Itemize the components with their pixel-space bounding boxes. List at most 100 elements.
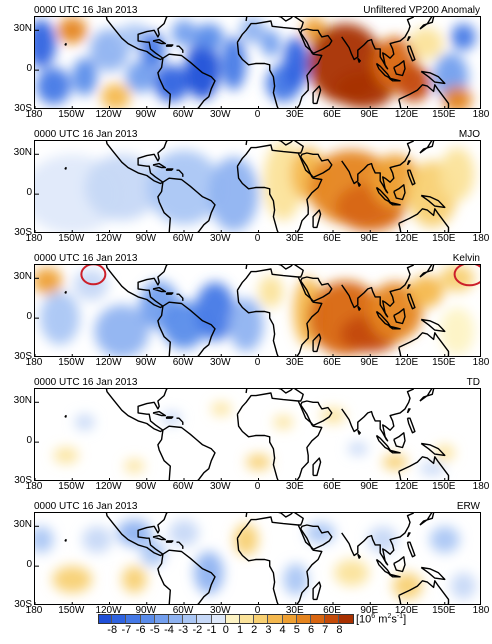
coastline [341,17,414,70]
coastline [341,513,414,566]
map-frame [34,140,481,233]
coastline [406,284,411,290]
colorbar-segment [183,614,198,624]
anomaly-shading [35,17,476,108]
colorbar-tick-label: 3 [265,624,272,636]
anomaly-region [52,566,93,593]
anomaly-region [246,454,271,471]
colorbar-tick-label: -1 [206,624,217,636]
colorbar-tick-label: -8 [107,624,118,636]
lon-label: 30E [285,605,304,616]
coastline [406,36,411,42]
lon-label: 30W [209,109,231,120]
anomaly-region [419,462,445,476]
colorbar-segment [211,614,226,624]
anomaly-region [367,526,398,553]
lat-label: 0 [26,63,32,75]
coastline [64,42,67,46]
coastline [420,318,446,333]
lat-label: 0 [26,435,32,447]
lon-label: 180 [25,233,43,244]
lon-label: 150E [432,233,456,244]
colorbar-tick-label: 1 [236,624,244,636]
lon-label: 120W [95,233,122,244]
lon-label: 150W [58,233,85,244]
coastline [393,556,406,573]
colorbar-segment [254,614,269,624]
lon-label: 150E [432,109,456,120]
panel-field-title: Unfiltered VP200 Anomaly [363,5,480,16]
anomaly-region [305,522,336,544]
anomaly-region [35,267,63,295]
anomaly-region [53,447,79,464]
anomaly-shading [53,402,455,476]
colorbar-segment [268,614,283,624]
map-panel-1: 0000 UTC 16 Jan 2013 MJO 30N 0 30S 180 150W 120… [0,129,492,256]
lon-label: 30W [209,357,231,368]
coastline [64,166,67,170]
coastline [245,17,304,30]
lon-label: 90W [135,481,157,492]
anomaly-region [72,58,98,96]
lon-label: 30E [285,357,304,368]
anomaly-region [94,304,150,356]
coastline [420,442,446,457]
colorbar-segment [169,614,184,624]
map-frame [34,512,481,605]
colorbar-tick-label: 8 [336,624,343,636]
lon-label: 90W [135,357,157,368]
colorbar-segment [225,614,240,624]
panel-date-title: 0000 UTC 16 Jan 2013 [34,5,138,16]
coastline [236,144,323,232]
lon-label: 0 [254,233,261,244]
lon-label: 0 [254,109,261,120]
coastline [105,141,169,185]
anomaly-region [370,154,420,208]
map-panel-3: 0000 UTC 16 Jan 2013 TD 30N 0 30S 180 150W 120W… [0,377,492,504]
anomaly-region [439,147,475,201]
lon-label: 150W [58,481,85,492]
anomaly-region [35,526,54,553]
lon-label: 120E [394,481,419,492]
coastlines [64,265,450,356]
coastline [357,305,361,311]
lon-label: 120W [95,357,122,368]
coastline [406,293,416,310]
lon-label: 120E [394,357,419,368]
coastline [176,169,184,177]
coastline [165,416,174,419]
coastline [312,457,322,477]
lon-label: 60W [172,605,194,616]
panel-date-title: 0000 UTC 16 Jan 2013 [34,377,138,388]
coastline [152,162,167,169]
lon-label: 180 [472,481,490,492]
coastline [157,301,216,356]
panel-date-title: 0000 UTC 16 Jan 2013 [34,253,138,264]
lon-label: 120E [394,233,419,244]
lon-label: 0 [254,481,261,492]
map-frame [34,16,481,109]
coastline [165,540,174,543]
colorbar-segment [98,614,113,624]
colorbar-unit: [106 m2s-1] [356,613,407,626]
colorbar-tick-label: 0 [222,624,229,636]
coastline [300,28,333,54]
coastline [398,580,450,604]
map-canvas [35,141,475,232]
coastline [176,45,184,53]
lon-label: 120W [95,605,122,616]
coastlines [64,389,450,480]
anomaly-region [450,23,476,51]
anomaly-region [434,444,455,461]
lon-label: 120W [95,109,122,120]
lon-label: 180 [25,109,43,120]
coastline [300,524,333,550]
coastline [236,20,323,108]
colorbar-tick-label: -2 [192,624,203,636]
lon-label: 60E [323,481,341,492]
anomaly-region [442,86,473,108]
coastline [388,325,401,330]
coastline [312,333,322,353]
map-panel-2: 0000 UTC 16 Jan 2013 Kelvin 30N 0 30S 180 150W… [0,253,492,380]
colorbar-tick-label: 6 [307,624,315,636]
